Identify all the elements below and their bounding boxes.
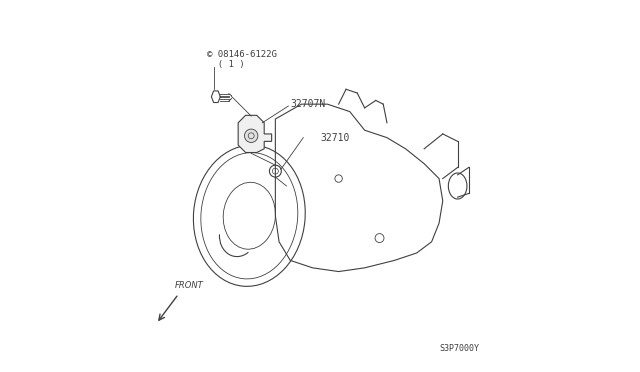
Text: S3P7000Y: S3P7000Y (439, 344, 479, 353)
Text: FRONT: FRONT (175, 281, 204, 290)
Circle shape (244, 129, 258, 142)
Text: © 08146-6122G
  ( 1 ): © 08146-6122G ( 1 ) (207, 50, 276, 69)
Text: 32710: 32710 (320, 133, 349, 142)
PathPatch shape (238, 115, 271, 153)
Text: 32707N: 32707N (291, 99, 326, 109)
